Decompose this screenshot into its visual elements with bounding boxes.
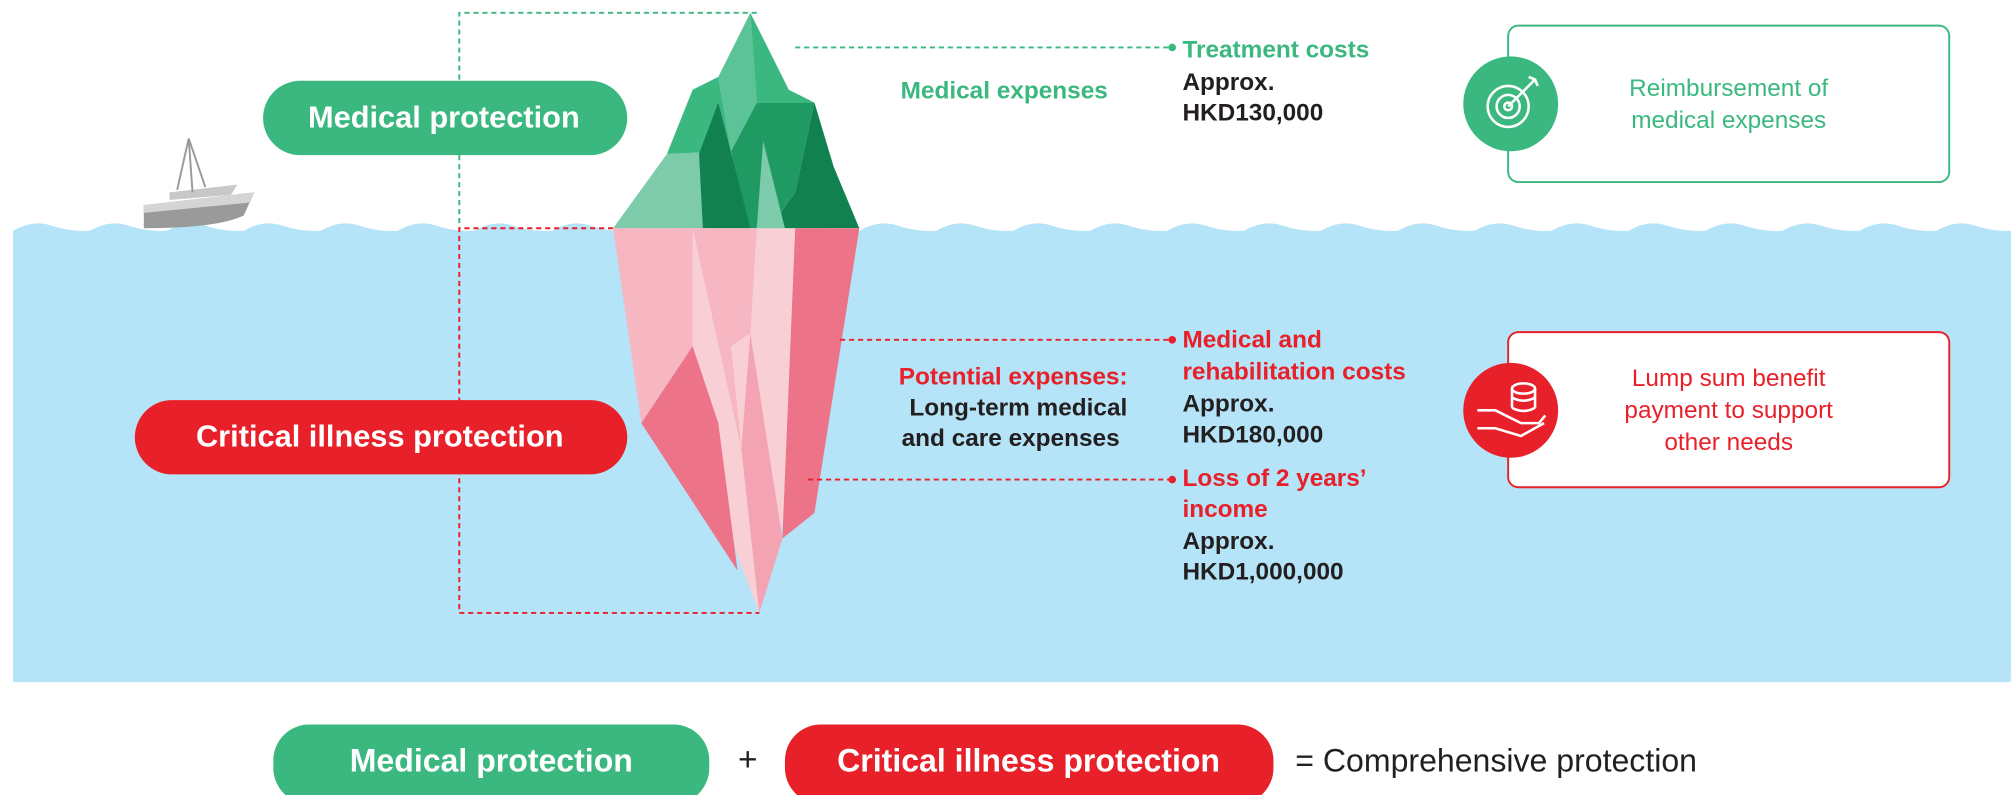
amount: HKD180,000	[1182, 421, 1323, 448]
item-title: Treatment costs	[1182, 37, 1369, 64]
iceberg-top	[613, 13, 859, 228]
item-title: rehabilitation costs	[1182, 359, 1405, 386]
category: Long-term medical	[909, 394, 1127, 421]
pill-label: Critical illness protection	[196, 419, 564, 454]
amount-label: Approx.	[1182, 528, 1274, 555]
amount: HKD130,000	[1182, 100, 1323, 127]
amount: HKD1,000,000	[1182, 559, 1343, 586]
page: Medical protection Critical illness prot…	[0, 0, 2011, 800]
footer-right: Critical illness protection	[837, 742, 1220, 778]
footer-plus: +	[738, 741, 757, 778]
benefit-box	[1508, 26, 1949, 182]
amount-label: Approx.	[1182, 69, 1274, 96]
benefit: other needs	[1664, 429, 1793, 456]
benefit: Lump sum benefit	[1632, 365, 1826, 392]
benefit: Reimbursement of	[1629, 75, 1828, 102]
footer-left: Medical protection	[350, 742, 633, 778]
category: and care expenses	[902, 425, 1120, 452]
category: Potential expenses:	[899, 364, 1128, 391]
benefit: payment to support	[1624, 397, 1833, 424]
benefit: medical expenses	[1631, 107, 1826, 134]
footer-result: = Comprehensive protection	[1295, 742, 1697, 778]
amount-label: Approx.	[1182, 391, 1274, 418]
boat	[144, 138, 254, 228]
item-title: Medical and	[1182, 327, 1321, 354]
item-title: income	[1182, 496, 1267, 523]
pill-label: Medical protection	[308, 99, 580, 134]
category: Medical expenses	[901, 78, 1108, 105]
item-title: Loss of 2 years’	[1182, 465, 1366, 492]
infographic: Medical protection Critical illness prot…	[0, 0, 2011, 795]
